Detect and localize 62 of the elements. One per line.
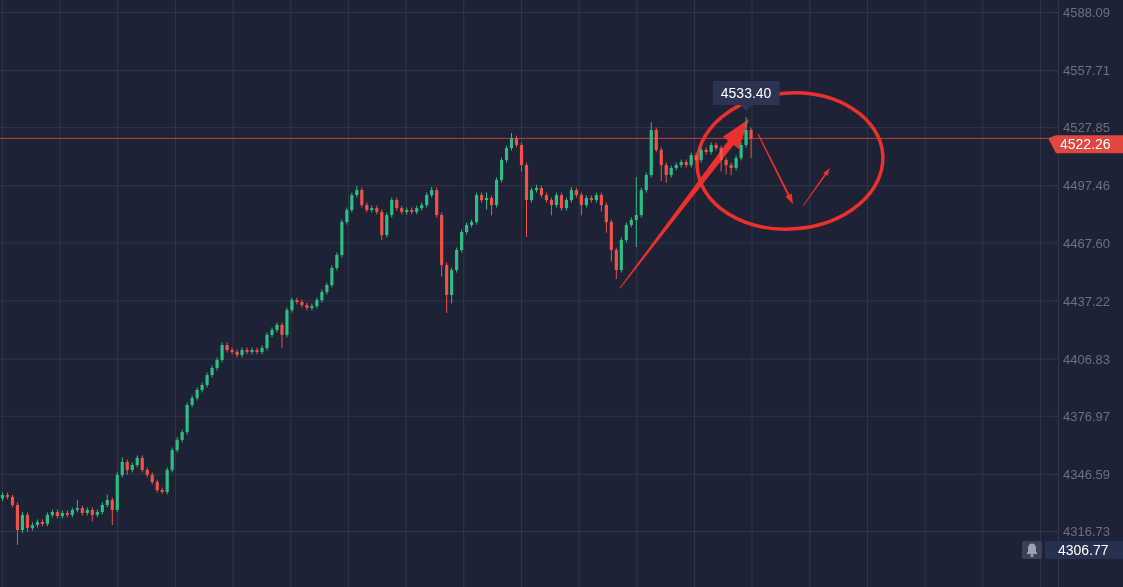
candlestick <box>20 511 25 534</box>
candlestick <box>729 162 733 176</box>
ref-line-label: 4522.26 <box>1060 136 1111 153</box>
candlestick <box>330 264 334 288</box>
annotation: 4306.77 <box>1058 541 1109 558</box>
candlestick <box>235 348 239 358</box>
candlestick <box>390 197 394 218</box>
candlestick <box>385 212 389 239</box>
candlestick <box>280 321 284 349</box>
y-tick-label: 4376.97 <box>1063 408 1110 424</box>
candlestick <box>614 247 618 280</box>
candlestick <box>624 221 628 244</box>
y-tick-label: 4346.59 <box>1063 467 1110 483</box>
candlestick <box>120 456 124 478</box>
candlestick <box>315 297 319 310</box>
candlestick <box>300 299 304 309</box>
candlestick <box>579 192 583 216</box>
y-tick-label: 4527.85 <box>1063 120 1110 136</box>
candlestick <box>170 447 174 473</box>
candlestick <box>714 141 718 152</box>
y-tick-label: 4406.83 <box>1063 351 1110 367</box>
candlestick <box>310 303 314 311</box>
candlestick <box>644 172 648 194</box>
candlestick <box>255 347 259 355</box>
candlestick <box>380 208 384 241</box>
y-tick-label: 4316.73 <box>1063 524 1110 540</box>
candlestick <box>489 194 494 216</box>
candlestick <box>110 496 114 526</box>
y-tick-label: 4588.09 <box>1063 5 1110 21</box>
candlestick <box>455 247 459 274</box>
candlestick <box>270 326 274 338</box>
candlestick <box>460 229 464 253</box>
candlestick <box>360 187 364 209</box>
candlestick <box>165 466 169 495</box>
candlestick <box>654 127 658 153</box>
candlestick <box>25 511 30 533</box>
candlestick <box>604 202 608 234</box>
y-tick-label: 4437.22 <box>1063 293 1110 309</box>
candlestick <box>260 344 264 355</box>
candlestick <box>659 146 663 182</box>
candlestick <box>295 297 299 305</box>
candlestick <box>634 176 638 248</box>
candlestick <box>499 157 504 183</box>
candlestick <box>724 157 728 175</box>
candlestick <box>275 321 279 333</box>
candlestick <box>664 162 668 184</box>
candlestick <box>719 145 723 172</box>
candlestick <box>225 342 229 354</box>
candlestick <box>519 141 524 172</box>
annotation: 4533.40 <box>720 84 772 101</box>
candlestick <box>599 192 603 213</box>
y-tick-label: 4467.60 <box>1063 235 1110 251</box>
candlestick <box>350 192 354 213</box>
y-tick-label: 4557.71 <box>1063 63 1110 79</box>
candlestick <box>749 127 753 159</box>
candlestick <box>230 347 234 355</box>
candlestick <box>245 347 249 355</box>
candlestick <box>250 347 254 355</box>
candlestick <box>220 342 224 363</box>
y-tick-label: 4497.46 <box>1063 178 1110 194</box>
candlestick <box>744 116 748 148</box>
candlestick <box>305 302 309 311</box>
